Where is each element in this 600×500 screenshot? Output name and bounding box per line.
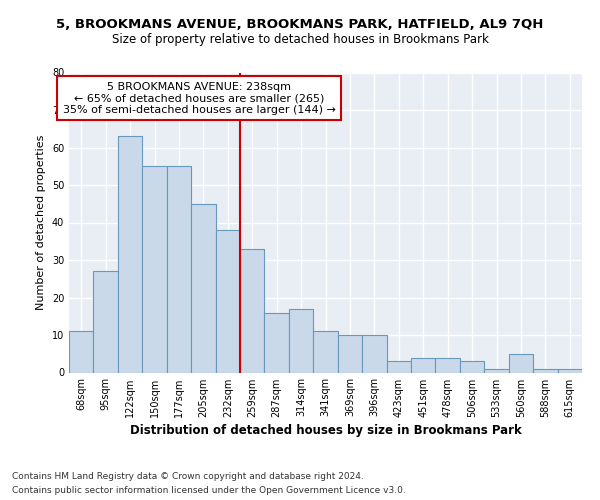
Bar bbox=[533, 369, 557, 372]
Bar bbox=[118, 136, 142, 372]
Bar bbox=[240, 248, 265, 372]
Bar bbox=[411, 358, 436, 372]
Bar bbox=[509, 354, 533, 372]
Bar bbox=[436, 358, 460, 372]
Bar bbox=[142, 166, 167, 372]
Bar bbox=[215, 230, 240, 372]
Bar bbox=[460, 361, 484, 372]
Bar bbox=[313, 331, 338, 372]
Bar bbox=[484, 369, 509, 372]
Text: 5 BROOKMANS AVENUE: 238sqm
← 65% of detached houses are smaller (265)
35% of sem: 5 BROOKMANS AVENUE: 238sqm ← 65% of deta… bbox=[63, 82, 336, 114]
Text: Contains HM Land Registry data © Crown copyright and database right 2024.: Contains HM Land Registry data © Crown c… bbox=[12, 472, 364, 481]
Bar bbox=[191, 204, 215, 372]
Text: Contains public sector information licensed under the Open Government Licence v3: Contains public sector information licen… bbox=[12, 486, 406, 495]
Y-axis label: Number of detached properties: Number of detached properties bbox=[36, 135, 46, 310]
Bar bbox=[69, 331, 94, 372]
Bar bbox=[289, 308, 313, 372]
Bar bbox=[94, 271, 118, 372]
Bar bbox=[557, 369, 582, 372]
Bar bbox=[362, 335, 386, 372]
Bar bbox=[265, 312, 289, 372]
Bar bbox=[167, 166, 191, 372]
Text: 5, BROOKMANS AVENUE, BROOKMANS PARK, HATFIELD, AL9 7QH: 5, BROOKMANS AVENUE, BROOKMANS PARK, HAT… bbox=[56, 18, 544, 30]
Bar bbox=[338, 335, 362, 372]
Text: Size of property relative to detached houses in Brookmans Park: Size of property relative to detached ho… bbox=[112, 32, 488, 46]
X-axis label: Distribution of detached houses by size in Brookmans Park: Distribution of detached houses by size … bbox=[130, 424, 521, 436]
Bar bbox=[386, 361, 411, 372]
